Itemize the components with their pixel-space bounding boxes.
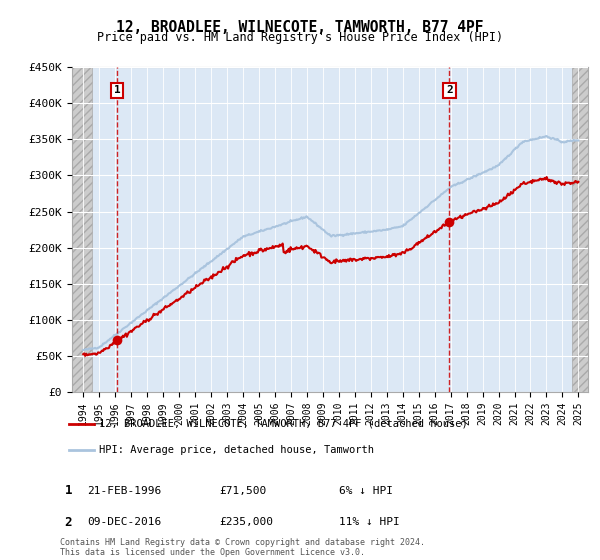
Text: 12, BROADLEE, WILNECOTE, TAMWORTH, B77 4PF: 12, BROADLEE, WILNECOTE, TAMWORTH, B77 4… bbox=[116, 20, 484, 35]
Text: 09-DEC-2016: 09-DEC-2016 bbox=[87, 517, 161, 528]
Text: Price paid vs. HM Land Registry's House Price Index (HPI): Price paid vs. HM Land Registry's House … bbox=[97, 31, 503, 44]
Text: 1: 1 bbox=[114, 85, 121, 95]
Text: £235,000: £235,000 bbox=[219, 517, 273, 528]
Text: 1: 1 bbox=[65, 484, 72, 497]
Text: 11% ↓ HPI: 11% ↓ HPI bbox=[339, 517, 400, 528]
Text: Contains HM Land Registry data © Crown copyright and database right 2024.
This d: Contains HM Land Registry data © Crown c… bbox=[60, 538, 425, 557]
Text: 2: 2 bbox=[446, 85, 453, 95]
Text: 6% ↓ HPI: 6% ↓ HPI bbox=[339, 486, 393, 496]
Text: HPI: Average price, detached house, Tamworth: HPI: Average price, detached house, Tamw… bbox=[99, 445, 374, 455]
Text: 12, BROADLEE, WILNECOTE, TAMWORTH, B77 4PF (detached house): 12, BROADLEE, WILNECOTE, TAMWORTH, B77 4… bbox=[99, 419, 468, 429]
Text: 2: 2 bbox=[65, 516, 72, 529]
Text: £71,500: £71,500 bbox=[219, 486, 266, 496]
Text: 21-FEB-1996: 21-FEB-1996 bbox=[87, 486, 161, 496]
